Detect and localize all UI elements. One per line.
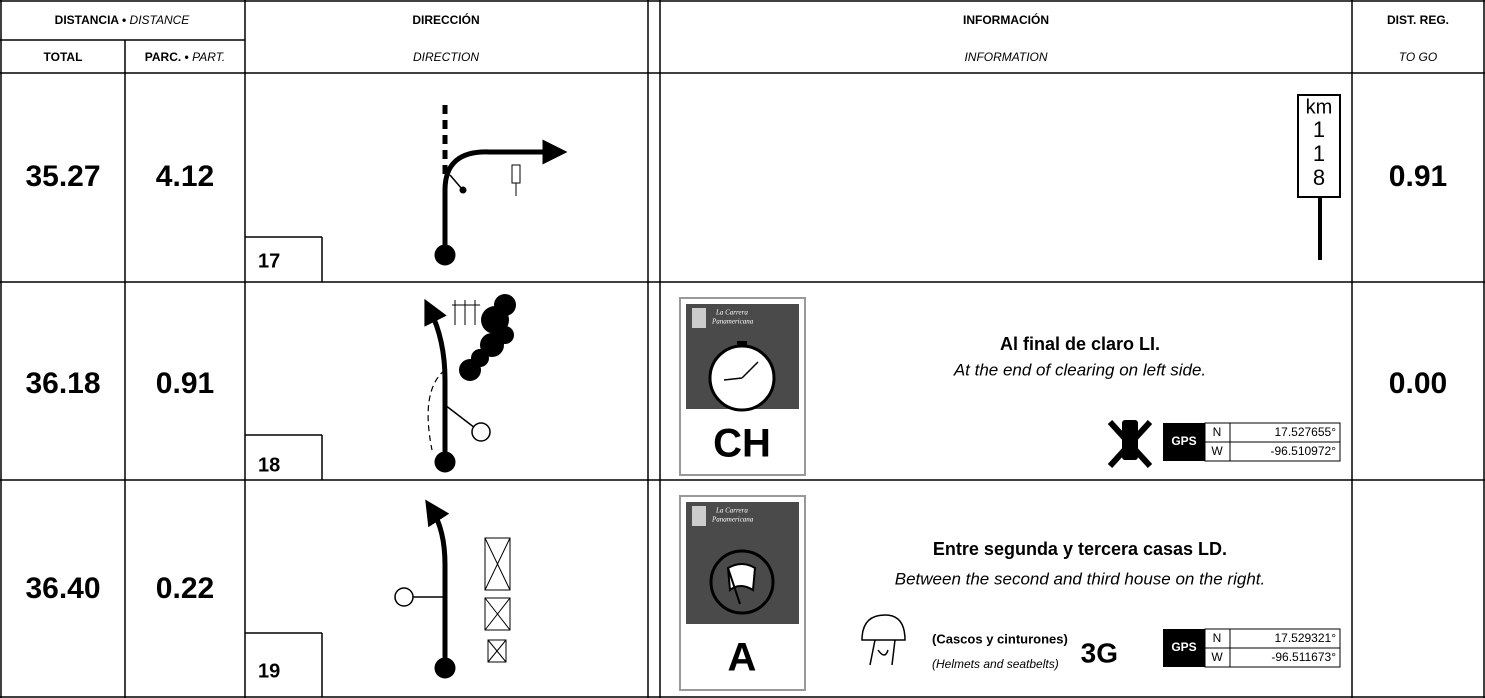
shape (861, 614, 906, 641)
label: 1 (1313, 141, 1325, 166)
gps-box: GPS N W 17.527655° -96.510972° (1163, 422, 1341, 462)
label: PARC. • (145, 50, 189, 64)
label: DISTANCE (130, 13, 191, 27)
label: Panamericana (711, 318, 754, 326)
shape (1107, 419, 1153, 469)
shape (394, 587, 414, 607)
label: 0.22 (156, 572, 214, 605)
tulip-18 (424, 294, 516, 473)
badge-ch: La Carrera Panamericana CH (679, 297, 806, 476)
shape (442, 139, 568, 255)
label: 4.12 (156, 160, 214, 193)
label: Entre segunda y tercera casas LD. (933, 539, 1227, 559)
label: Panamericana (711, 516, 754, 524)
label: (Cascos y cinturones) (932, 631, 1068, 646)
label: 8 (1313, 165, 1325, 190)
label: 0.91 (156, 367, 214, 400)
shape (484, 537, 511, 591)
shape (737, 341, 747, 346)
shape (1163, 629, 1205, 667)
km-sign: km 1 1 8 (1297, 94, 1341, 260)
label: -96.511673° (1271, 650, 1336, 664)
label: Between the second and third house on th… (895, 569, 1265, 588)
shape (459, 186, 467, 194)
shape (434, 451, 456, 473)
label: N (1213, 631, 1222, 645)
label: 17.529321° (1274, 631, 1336, 645)
shape (434, 657, 456, 679)
shape (484, 597, 511, 631)
label: A (728, 636, 757, 680)
label: PARC. • PART. (145, 50, 225, 64)
gps-box: GPS N W 17.529321° -96.511673° (1163, 628, 1341, 668)
label: GPS (1171, 640, 1196, 654)
shape (487, 639, 507, 663)
label: PART. (192, 50, 225, 64)
shape (449, 174, 463, 190)
shape (425, 499, 450, 668)
label: 19 (258, 660, 280, 682)
label: CH (713, 422, 771, 466)
label: La Carrera (715, 309, 748, 317)
no-phone-icon (1107, 419, 1153, 469)
label: 0.91 (1389, 160, 1447, 193)
shape (709, 549, 775, 615)
shape (471, 349, 489, 367)
shape (459, 294, 516, 381)
label: 36.18 (25, 367, 100, 400)
label: DISTANCIA • (55, 13, 127, 27)
shape (424, 298, 448, 462)
tulip-17 (434, 105, 568, 266)
shape (487, 639, 507, 663)
shape (484, 537, 511, 591)
shape (496, 326, 514, 344)
label: (Helmets and seatbelts) (932, 657, 1059, 671)
badge-a: La Carrera Panamericana A (679, 495, 806, 691)
label: 0.00 (1389, 367, 1447, 400)
shape (1163, 423, 1205, 461)
label: INFORMACIÓN (963, 12, 1049, 27)
label: 17 (258, 250, 280, 272)
label: 18 (258, 454, 280, 476)
label: At the end of clearing on left side. (953, 360, 1206, 379)
label: 35.27 (25, 160, 100, 193)
label: W (1211, 650, 1223, 664)
shape (692, 308, 706, 328)
label: La Carrera (715, 507, 748, 515)
shape (741, 361, 759, 379)
shape (692, 506, 706, 526)
label: INFORMATION (964, 50, 1047, 64)
label: km (1306, 96, 1333, 118)
label: N (1213, 425, 1222, 439)
label: DIST. REG. (1387, 13, 1449, 27)
label: Al final de claro LI. (1000, 334, 1160, 354)
shape (427, 369, 446, 451)
label: 3G (1081, 637, 1118, 668)
label: GPS (1171, 434, 1196, 448)
label: W (1211, 444, 1223, 458)
label: DIRECCIÓN (412, 12, 479, 27)
shape (434, 244, 456, 266)
shape (869, 639, 896, 666)
shape (484, 597, 511, 631)
shape (444, 404, 476, 429)
tulip-19 (394, 499, 511, 679)
helmet-icon (861, 614, 906, 666)
label: -96.510972° (1270, 444, 1336, 458)
shape (723, 377, 743, 381)
shape (471, 422, 491, 442)
label: DIRECTION (413, 50, 479, 64)
label: TOTAL (44, 50, 83, 64)
label: TO GO (1399, 50, 1437, 64)
label: 36.40 (25, 572, 100, 605)
shape (494, 294, 516, 316)
shape (726, 563, 757, 605)
label: 1 (1313, 117, 1325, 142)
label: 17.527655° (1274, 425, 1336, 439)
label: DISTANCIA • DISTANCE (55, 13, 191, 27)
shape (511, 164, 521, 184)
